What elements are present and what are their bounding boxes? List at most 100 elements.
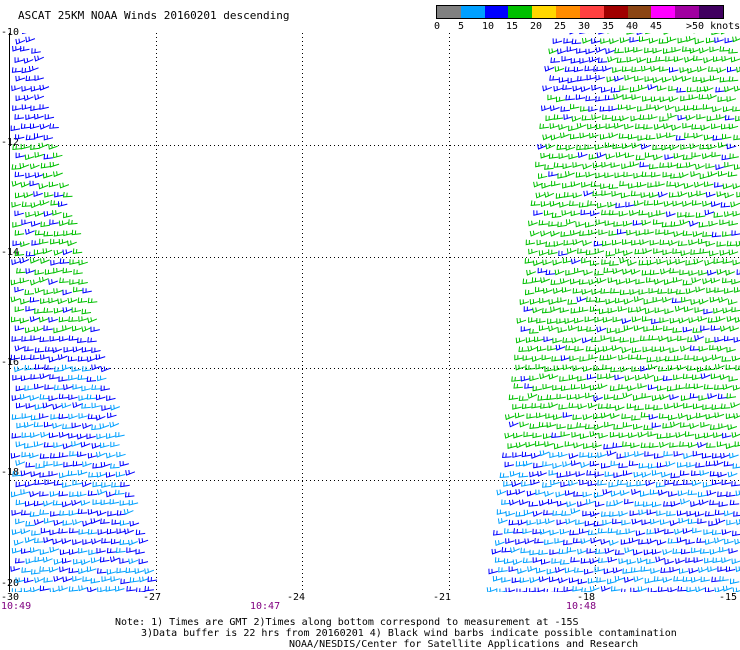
wind-barb	[517, 519, 528, 526]
wind-barb	[564, 66, 575, 72]
wind-barb	[511, 481, 522, 488]
wind-barb	[100, 499, 111, 506]
wind-barb	[652, 501, 662, 508]
wind-barb	[636, 557, 647, 564]
wind-barb	[605, 373, 616, 380]
wind-barb	[634, 451, 644, 457]
wind-barb	[607, 307, 618, 314]
wind-barb	[579, 356, 589, 362]
wind-barb	[613, 75, 624, 82]
wind-barb	[696, 366, 707, 373]
wind-barb	[613, 221, 623, 227]
wind-barb	[654, 104, 665, 111]
wind-barb	[615, 279, 626, 285]
wind-barb	[584, 568, 594, 575]
wind-barb	[62, 289, 72, 296]
wind-barb	[696, 86, 707, 93]
wind-barb	[631, 489, 641, 495]
wind-barb	[50, 414, 60, 420]
wind-barb	[652, 77, 663, 84]
wind-barb	[19, 394, 30, 400]
wind-barb	[734, 538, 740, 545]
wind-barb	[625, 278, 636, 284]
wind-barb	[538, 421, 549, 428]
wind-barb	[690, 249, 700, 255]
wind-barb	[34, 287, 45, 294]
wind-barb	[524, 383, 534, 389]
wind-barb	[560, 481, 570, 488]
wind-barb	[590, 181, 601, 188]
wind-barb	[685, 114, 696, 121]
time-label: 10:48	[566, 601, 597, 612]
wind-barb	[584, 423, 595, 430]
wind-barb	[573, 567, 584, 573]
wind-barb	[698, 270, 708, 276]
wind-barb	[715, 316, 726, 323]
wind-barb	[644, 308, 655, 315]
wind-barb	[546, 394, 557, 401]
wind-barb	[637, 106, 647, 112]
wind-barb	[58, 452, 69, 458]
wind-barb	[669, 317, 680, 324]
wind-barb	[667, 365, 678, 371]
wind-barb	[557, 577, 568, 584]
wind-barb	[557, 327, 568, 334]
wind-barb	[687, 336, 697, 343]
wind-barb	[34, 211, 45, 217]
wind-barb	[128, 558, 139, 565]
wind-barb	[530, 200, 541, 206]
wind-barb	[574, 345, 584, 352]
wind-barb	[561, 287, 572, 293]
wind-barb	[77, 568, 88, 575]
wind-barb	[526, 587, 536, 592]
wind-barb	[631, 347, 642, 354]
wind-barb	[571, 432, 581, 438]
wind-barb	[613, 93, 623, 100]
wind-barb	[522, 278, 533, 285]
lat-label: -20	[1, 578, 20, 589]
wind-barb	[698, 298, 709, 305]
wind-barb	[39, 373, 50, 380]
wind-barb	[600, 38, 610, 45]
wind-barb	[53, 575, 64, 582]
wind-barb	[82, 576, 92, 582]
wind-barb	[24, 154, 35, 161]
wind-barb	[139, 576, 149, 583]
wind-barb	[49, 587, 60, 592]
wind-barb	[515, 337, 526, 344]
wind-barb	[545, 269, 556, 276]
wind-barb	[558, 548, 569, 555]
wind-barb	[656, 539, 667, 546]
wind-barb	[569, 529, 579, 536]
wind-barb	[693, 181, 704, 188]
wind-barb	[58, 472, 69, 479]
wind-barb	[48, 356, 59, 363]
wind-barb	[44, 114, 55, 120]
wind-barb	[717, 171, 728, 177]
wind-barb	[662, 48, 673, 54]
wind-barb	[31, 240, 41, 246]
wind-barb	[714, 363, 725, 370]
wind-barb	[709, 549, 720, 555]
wind-barb	[53, 171, 63, 178]
wind-barb	[703, 308, 713, 315]
wind-barb	[652, 154, 663, 161]
wind-barb	[34, 347, 45, 353]
wind-barb	[69, 491, 79, 498]
wind-barb	[601, 190, 611, 197]
wind-barb	[596, 152, 607, 159]
wind-barb	[646, 104, 656, 110]
wind-barb	[651, 422, 662, 429]
wind-barb	[593, 520, 604, 527]
wind-barb	[39, 84, 50, 91]
wind-barb	[615, 202, 625, 209]
wind-barb	[570, 556, 580, 563]
wind-barb	[676, 364, 687, 371]
wind-barb	[138, 538, 149, 544]
wind-barb	[597, 57, 608, 63]
wind-barb	[526, 269, 536, 276]
wind-barb	[735, 519, 740, 526]
wind-barb	[20, 489, 30, 495]
wind-barb	[716, 345, 727, 352]
wind-barb	[697, 441, 707, 449]
